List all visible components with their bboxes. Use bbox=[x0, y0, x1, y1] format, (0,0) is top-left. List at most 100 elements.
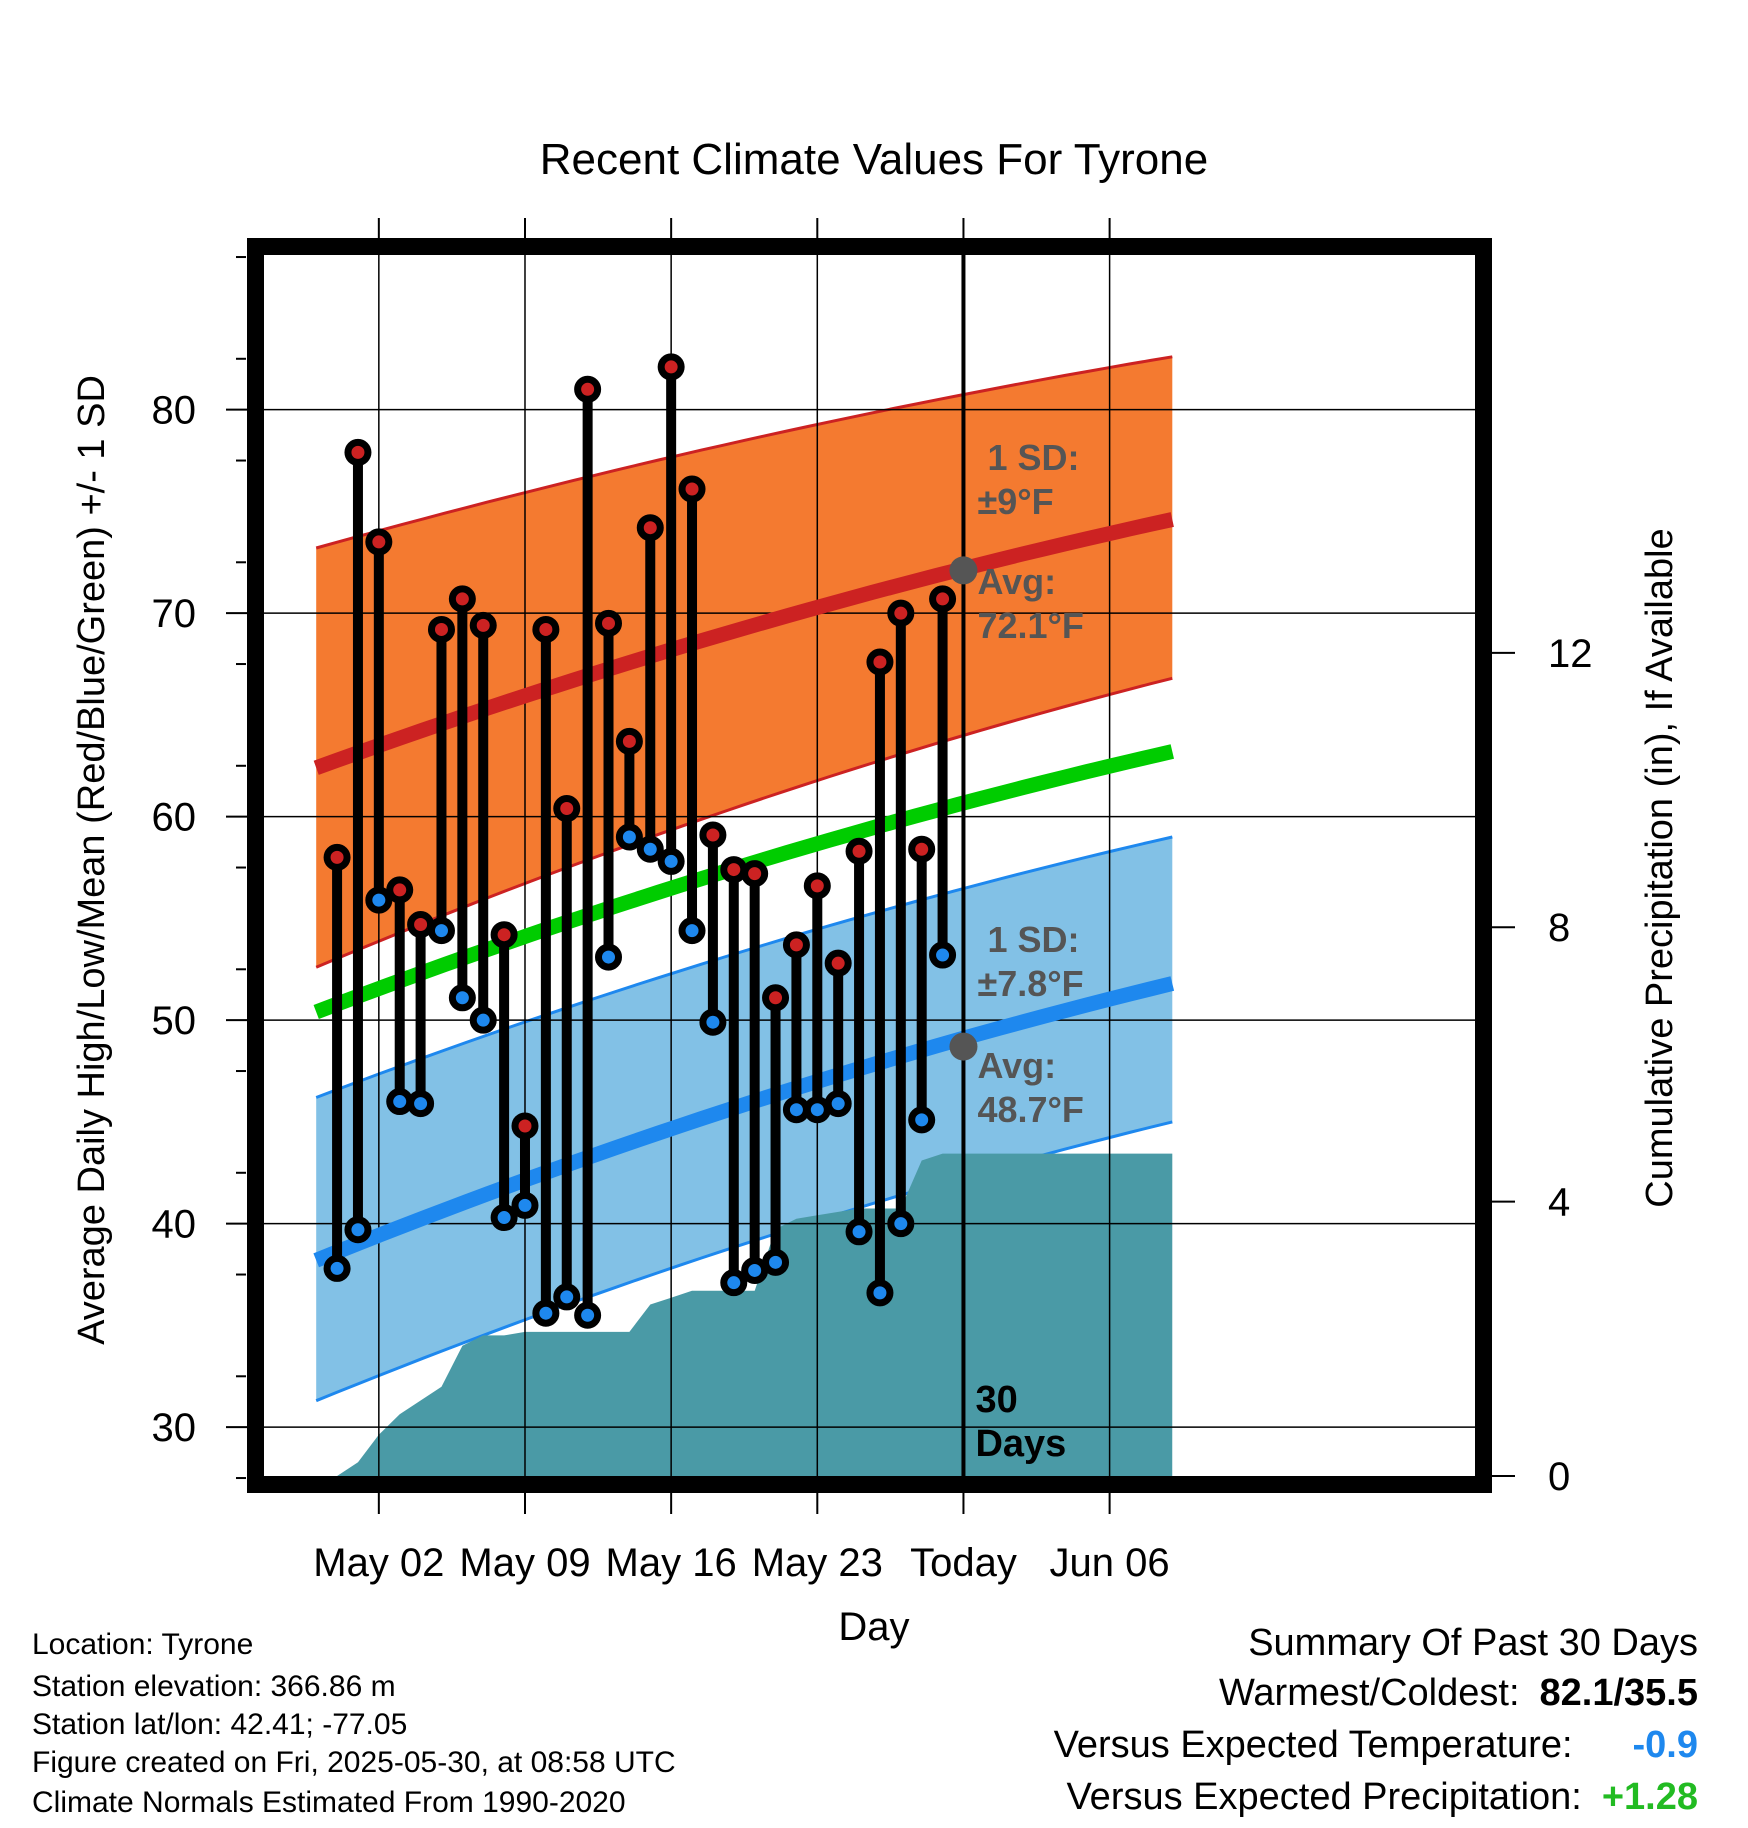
x-tick-label-23: May 23 bbox=[752, 1541, 883, 1585]
low-temp-point bbox=[511, 1191, 539, 1219]
low-temp-point bbox=[427, 917, 455, 945]
precip-value: +1.28 bbox=[1601, 1776, 1698, 1818]
summary-warm-cold: Warmest/Coldest: 82.1/35.5 bbox=[1219, 1672, 1698, 1715]
low-sd-label: 1 SD: bbox=[987, 919, 1079, 960]
warm-cold-label: Warmest/Coldest: bbox=[1218, 1672, 1520, 1714]
high-sd-band-upper-edge bbox=[315, 355, 1173, 550]
low-avg-marker bbox=[949, 1032, 978, 1061]
low-temp-point bbox=[615, 823, 643, 851]
low-temp-point bbox=[574, 1301, 602, 1329]
x-tick-label-30: Today bbox=[910, 1541, 1017, 1585]
high-temp-point bbox=[553, 795, 581, 823]
left-tick-label-30: 30 bbox=[152, 1406, 197, 1450]
high-temp-point bbox=[615, 727, 643, 755]
summary-precip: Versus Expected Precipitation: +1.28 bbox=[1066, 1776, 1698, 1819]
high-temp-point bbox=[386, 876, 414, 904]
right-tick-label-8: 8 bbox=[1548, 906, 1570, 950]
right-tick-label-12: 12 bbox=[1548, 632, 1593, 676]
low-temp-point bbox=[323, 1254, 351, 1282]
station-elevation: Station elevation: 366.86 m bbox=[32, 1670, 396, 1703]
y-axis-label-left: Average Daily High/Low/Mean (Red/Blue/Gr… bbox=[71, 375, 113, 1345]
low-temp-point bbox=[908, 1106, 936, 1134]
low-temp-point bbox=[636, 835, 664, 863]
station-latlon: Station lat/lon: 42.41; -77.05 bbox=[32, 1708, 408, 1741]
x-tick-label-9: May 09 bbox=[459, 1541, 590, 1585]
high-temp-point bbox=[803, 872, 831, 900]
low-temp-point bbox=[845, 1218, 873, 1246]
low-temp-point bbox=[782, 1096, 810, 1124]
x-tick-label-37: Jun 06 bbox=[1050, 1541, 1170, 1585]
right-tick-label-4: 4 bbox=[1548, 1181, 1570, 1225]
low-temp-point bbox=[929, 941, 957, 969]
low-temp-point bbox=[824, 1090, 852, 1118]
high-temp-point bbox=[887, 599, 915, 627]
left-tick-label-60: 60 bbox=[152, 796, 197, 840]
low-temp-point bbox=[595, 943, 623, 971]
high-temp-point bbox=[866, 648, 894, 676]
high-temp-point bbox=[574, 375, 602, 403]
high-temp-point bbox=[407, 911, 435, 939]
low-temp-point bbox=[887, 1210, 915, 1238]
warm-cold-value: 82.1/35.5 bbox=[1539, 1672, 1698, 1714]
high-avg-marker bbox=[949, 556, 978, 585]
low-temp-point bbox=[490, 1204, 518, 1232]
low-temp-point bbox=[469, 1006, 497, 1034]
left-tick-label-70: 70 bbox=[152, 592, 197, 636]
high-temp-point bbox=[469, 611, 497, 639]
low-temp-point bbox=[741, 1256, 769, 1284]
high-temp-point bbox=[929, 585, 957, 613]
high-sd-value: ±9°F bbox=[977, 481, 1053, 522]
temp-value: -0.9 bbox=[1632, 1724, 1698, 1766]
right-tick-label-0: 0 bbox=[1548, 1455, 1570, 1499]
low-temp-point bbox=[657, 847, 685, 875]
low-temp-point bbox=[532, 1299, 560, 1327]
precip-label: Versus Expected Precipitation: bbox=[1066, 1776, 1582, 1818]
high-temp-point bbox=[678, 475, 706, 503]
low-temp-point bbox=[448, 984, 476, 1012]
low-sd-value: ±7.8°F bbox=[977, 963, 1083, 1004]
low-temp-point bbox=[678, 917, 706, 945]
days-label-1: Days bbox=[975, 1423, 1066, 1465]
high-avg-label: Avg: bbox=[977, 561, 1056, 602]
left-tick-label-50: 50 bbox=[152, 999, 197, 1043]
low-sd-band-upper-edge bbox=[315, 835, 1173, 1099]
plot-frame bbox=[247, 238, 1492, 1493]
high-sd-label: 1 SD: bbox=[987, 437, 1079, 478]
high-sd-band bbox=[316, 356, 1173, 968]
low-temp-point bbox=[762, 1248, 790, 1276]
high-temp-point bbox=[699, 821, 727, 849]
x-axis-label: Day bbox=[838, 1605, 909, 1649]
high-temp-point bbox=[448, 585, 476, 613]
station-location: Location: Tyrone bbox=[32, 1628, 254, 1661]
summary-title: Summary Of Past 30 Days bbox=[1248, 1622, 1698, 1664]
low-temp-point bbox=[553, 1283, 581, 1311]
days-label-0: 30 bbox=[975, 1379, 1017, 1421]
low-temp-point bbox=[407, 1090, 435, 1118]
x-tick-label-16: May 16 bbox=[606, 1541, 737, 1585]
low-temp-point bbox=[386, 1088, 414, 1116]
low-sd-band bbox=[316, 837, 1173, 1401]
precip-area bbox=[316, 1153, 1173, 1476]
high-temp-point bbox=[490, 921, 518, 949]
summary-temp: Versus Expected Temperature: -0.9 bbox=[1054, 1724, 1698, 1767]
high-temp-point bbox=[782, 931, 810, 959]
high-temp-point bbox=[323, 843, 351, 871]
y-axis-label-right: Cumulative Precipitation (in), If Availa… bbox=[1639, 528, 1681, 1207]
temp-label: Versus Expected Temperature: bbox=[1053, 1724, 1573, 1766]
high-temp-point bbox=[365, 528, 393, 556]
high-temp-point bbox=[908, 835, 936, 863]
high-temp-point bbox=[427, 615, 455, 643]
low-temp-point bbox=[866, 1279, 894, 1307]
low-temp-point bbox=[699, 1008, 727, 1036]
high-temp-point bbox=[845, 837, 873, 865]
low-avg-line bbox=[313, 976, 1175, 1268]
low-temp-point bbox=[720, 1269, 748, 1297]
high-temp-point bbox=[741, 860, 769, 888]
chart-title: Recent Climate Values For Tyrone bbox=[540, 135, 1208, 184]
low-temp-point bbox=[344, 1216, 372, 1244]
high-temp-point bbox=[511, 1112, 539, 1140]
high-temp-point bbox=[595, 609, 623, 637]
high-temp-point bbox=[824, 949, 852, 977]
normals-note: Climate Normals Estimated From 1990-2020 bbox=[32, 1786, 626, 1819]
